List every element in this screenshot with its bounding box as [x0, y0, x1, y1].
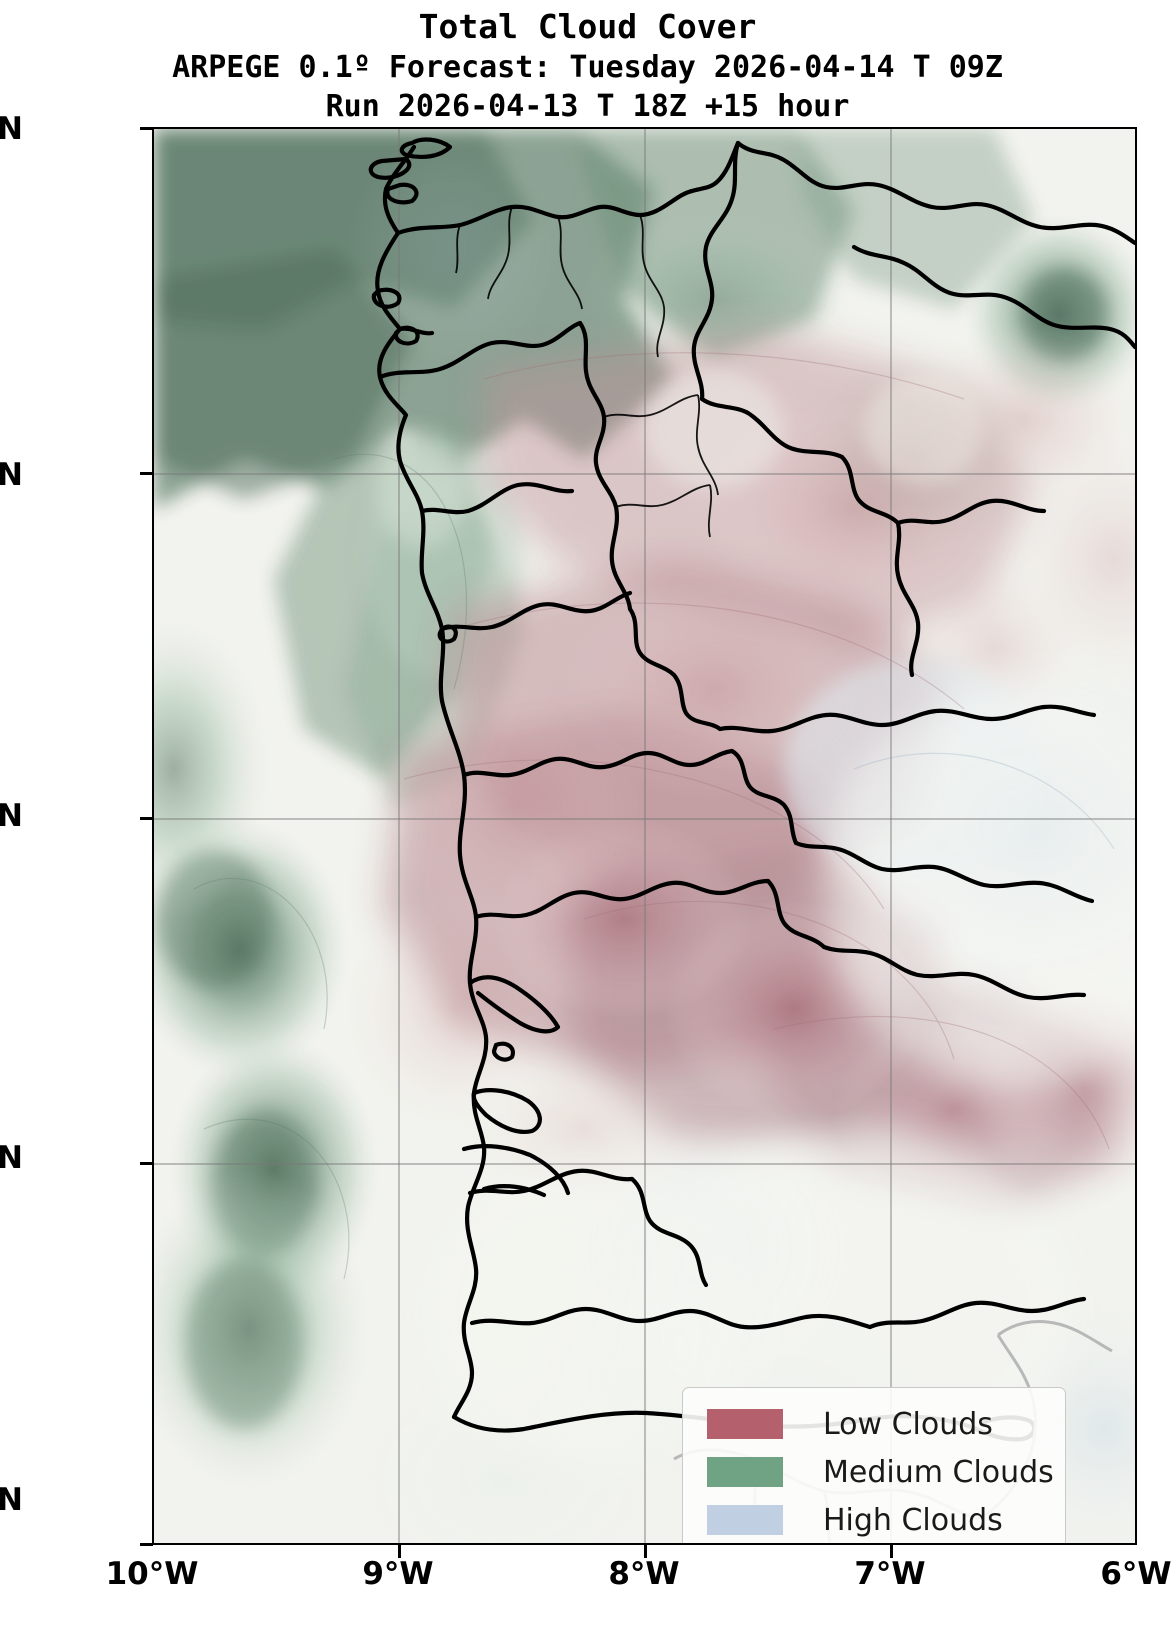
legend-item-medium-clouds: Medium Clouds — [683, 1448, 1065, 1496]
y-tick-label-39-5N: 39.5°N — [0, 798, 23, 834]
x-tick-label-9W: 9°W — [362, 1556, 434, 1592]
x-tick-label-6W: 6°W — [1100, 1556, 1172, 1592]
figure-title: Total Cloud Cover — [418, 7, 757, 46]
y-tick-label-36-5N: 36.5°N — [0, 1482, 23, 1518]
figure-run-annotation: Run 2026-04-13 T 18Z +15 hour — [325, 89, 850, 124]
map-plot-area: Low Clouds Medium Clouds High Clouds — [152, 127, 1137, 1545]
legend-label-medium-clouds: Medium Clouds — [823, 1454, 1054, 1490]
y-tick-mark-2 — [140, 472, 153, 475]
legend-swatch-high-clouds — [707, 1505, 783, 1535]
y-tick-label-42-5N: 42.5°N — [0, 111, 23, 147]
x-tick-mark-2 — [398, 1545, 401, 1558]
gridline-lat-38N — [154, 1163, 1135, 1165]
legend-label-low-clouds: Low Clouds — [823, 1406, 993, 1442]
gridline-lat-39-5N — [154, 818, 1135, 820]
figure-subtitle: ARPEGE 0.1º Forecast: Tuesday 2026-04-14… — [172, 50, 1003, 85]
y-tick-label-38N: 38°N — [0, 1140, 23, 1176]
map-legend: Low Clouds Medium Clouds High Clouds — [682, 1387, 1066, 1543]
gridline-lon-9W — [398, 129, 400, 1543]
y-tick-mark-3 — [140, 817, 153, 820]
y-tick-mark-4 — [140, 1162, 153, 1165]
gridline-lon-8W — [644, 129, 646, 1543]
legend-item-low-clouds: Low Clouds — [683, 1400, 1065, 1448]
y-tick-mark-5 — [140, 1543, 153, 1546]
x-tick-mark-4 — [890, 1545, 893, 1558]
x-tick-label-10W: 10°W — [105, 1556, 199, 1592]
x-tick-label-7W: 7°W — [854, 1556, 926, 1592]
y-tick-label-41N: 41°N — [0, 457, 23, 493]
legend-swatch-low-clouds — [707, 1409, 783, 1439]
cloud-cover-field — [154, 129, 1135, 1543]
legend-label-high-clouds: High Clouds — [823, 1502, 1003, 1538]
gridline-lat-41N — [154, 473, 1135, 475]
x-tick-label-8W: 8°W — [608, 1556, 680, 1592]
legend-swatch-medium-clouds — [707, 1457, 783, 1487]
legend-item-high-clouds: High Clouds — [683, 1496, 1065, 1543]
figure-title-block: Total Cloud Cover ARPEGE 0.1º Forecast: … — [0, 0, 1175, 126]
y-tick-mark-1 — [140, 127, 153, 130]
coastline-and-borders-overlay — [368, 137, 1135, 1543]
gridline-lon-7W — [890, 129, 892, 1543]
x-tick-mark-3 — [644, 1545, 647, 1558]
